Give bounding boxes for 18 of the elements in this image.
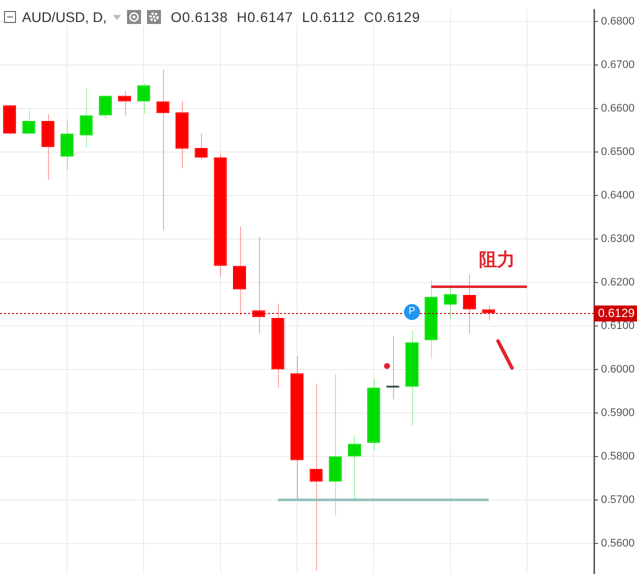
badge-icon: P <box>404 304 420 320</box>
y-tick-label: 0.6400 <box>601 189 635 202</box>
annotation: 阻力 <box>479 249 516 270</box>
y-tick-label: 0.6600 <box>601 102 635 114</box>
y-tick-label: 0.6700 <box>601 58 635 71</box>
chart-subtitle: O0.6138 H0.6147 L0.6112 C0.6129 <box>170 9 420 25</box>
y-tick-label: 0.5600 <box>601 537 635 550</box>
y-tick-label: 0.5800 <box>601 450 635 462</box>
y-tick-label: 0.6200 <box>601 276 635 288</box>
chart-title: AUD/USD, D, <box>22 9 107 25</box>
y-tick-label: 0.6800 <box>601 15 635 28</box>
y-tick-label: 0.6100 <box>601 320 635 332</box>
y-tick-label: 0.5700 <box>601 494 635 506</box>
y-tick-label: 0.6000 <box>601 363 635 376</box>
y-tick-label: 0.6300 <box>601 232 635 245</box>
y-tick-label: 0.5900 <box>601 406 635 419</box>
ref-line-label: 0.6129 <box>598 306 636 320</box>
y-tick-label: 0.6500 <box>601 146 635 158</box>
